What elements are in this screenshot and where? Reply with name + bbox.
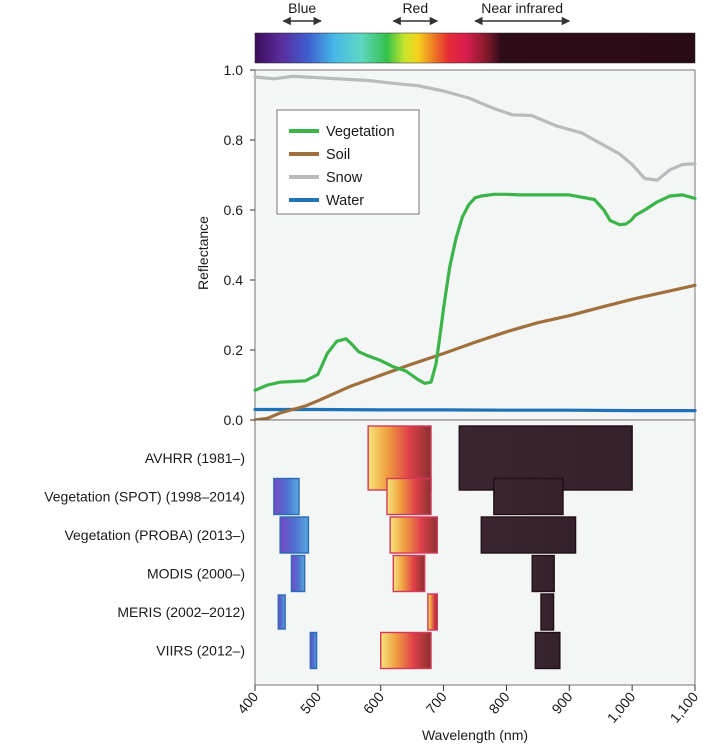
y-tick-label: 0.6 xyxy=(224,202,244,218)
y-axis-label: Reflectance xyxy=(195,216,211,290)
sensor-label: Vegetation (SPOT) (1998–2014) xyxy=(44,489,245,505)
sensor-band xyxy=(273,477,300,516)
sensor-label: VIIRS (2012–) xyxy=(156,643,245,659)
legend-label-water: Water xyxy=(326,193,364,209)
spectrum-label-2: Near infrared xyxy=(481,0,563,16)
y-tick-label: 0.8 xyxy=(224,132,244,148)
legend-box xyxy=(276,109,420,215)
sensor-band xyxy=(290,554,306,593)
series-line-water xyxy=(253,407,697,413)
spectrum-labels: Blue Red Near infrared xyxy=(282,0,571,26)
legend-label-snow: Snow xyxy=(326,170,363,186)
y-tick-label: 0.4 xyxy=(224,272,244,288)
x-tick-label: 400 xyxy=(234,688,261,716)
spectrum-label-1: Red xyxy=(402,0,428,16)
y-tick-label: 1.0 xyxy=(224,62,244,78)
x-tick-label: 1,000 xyxy=(604,688,639,725)
sensor-label: AVHRR (1981–) xyxy=(145,450,245,466)
sensor-label: MODIS (2000–) xyxy=(147,566,245,582)
sensor-band xyxy=(534,631,561,670)
sensor-band xyxy=(392,554,426,593)
legend: Vegetation Soil Snow Water xyxy=(276,109,420,215)
sensor-band xyxy=(531,554,555,593)
visible-spectrum-bar xyxy=(254,32,696,64)
x-tick-label: 700 xyxy=(423,688,450,716)
sensor-band xyxy=(279,516,310,554)
sensor-band xyxy=(389,516,438,554)
x-tick-label: 500 xyxy=(297,688,324,716)
spectrum-label-0: Blue xyxy=(288,0,316,16)
x-tick-label: 800 xyxy=(485,688,512,716)
y-tick-label: 0.2 xyxy=(224,342,244,358)
x-tick-label: 600 xyxy=(360,688,387,716)
reflectance-series xyxy=(253,74,697,422)
sensor-band xyxy=(309,631,318,670)
legend-label-soil: Soil xyxy=(326,147,350,163)
x-axis: 400 500 600 700 800 900 1,000 1,100 xyxy=(234,685,701,726)
y-axis: 0.0 0.2 0.4 0.6 0.8 1.0 xyxy=(224,62,255,428)
sensor-band xyxy=(380,631,432,670)
sensor-band xyxy=(427,593,438,631)
sensor-band xyxy=(277,594,286,630)
sensor-band xyxy=(480,516,577,554)
x-tick-label: 900 xyxy=(548,688,575,716)
x-tick-label: 1,100 xyxy=(667,688,702,725)
series-line-snow xyxy=(253,74,697,182)
series-line-vegetation xyxy=(253,192,697,392)
sensor-label: MERIS (2002–2012) xyxy=(117,604,245,620)
sensor-band xyxy=(386,477,432,516)
sensor-band xyxy=(540,593,555,631)
sensor-bands: AVHRR (1981–) Vegetation (SPOT) (1998–201… xyxy=(44,425,633,670)
legend-label-vegetation: Vegetation xyxy=(326,124,395,140)
series-line-soil xyxy=(253,283,697,422)
sensor-band xyxy=(493,477,564,516)
sensor-label: Vegetation (PROBA) (2013–) xyxy=(64,527,245,543)
y-tick-label: 0.0 xyxy=(224,412,244,428)
x-axis-label: Wavelength (nm) xyxy=(422,727,528,743)
